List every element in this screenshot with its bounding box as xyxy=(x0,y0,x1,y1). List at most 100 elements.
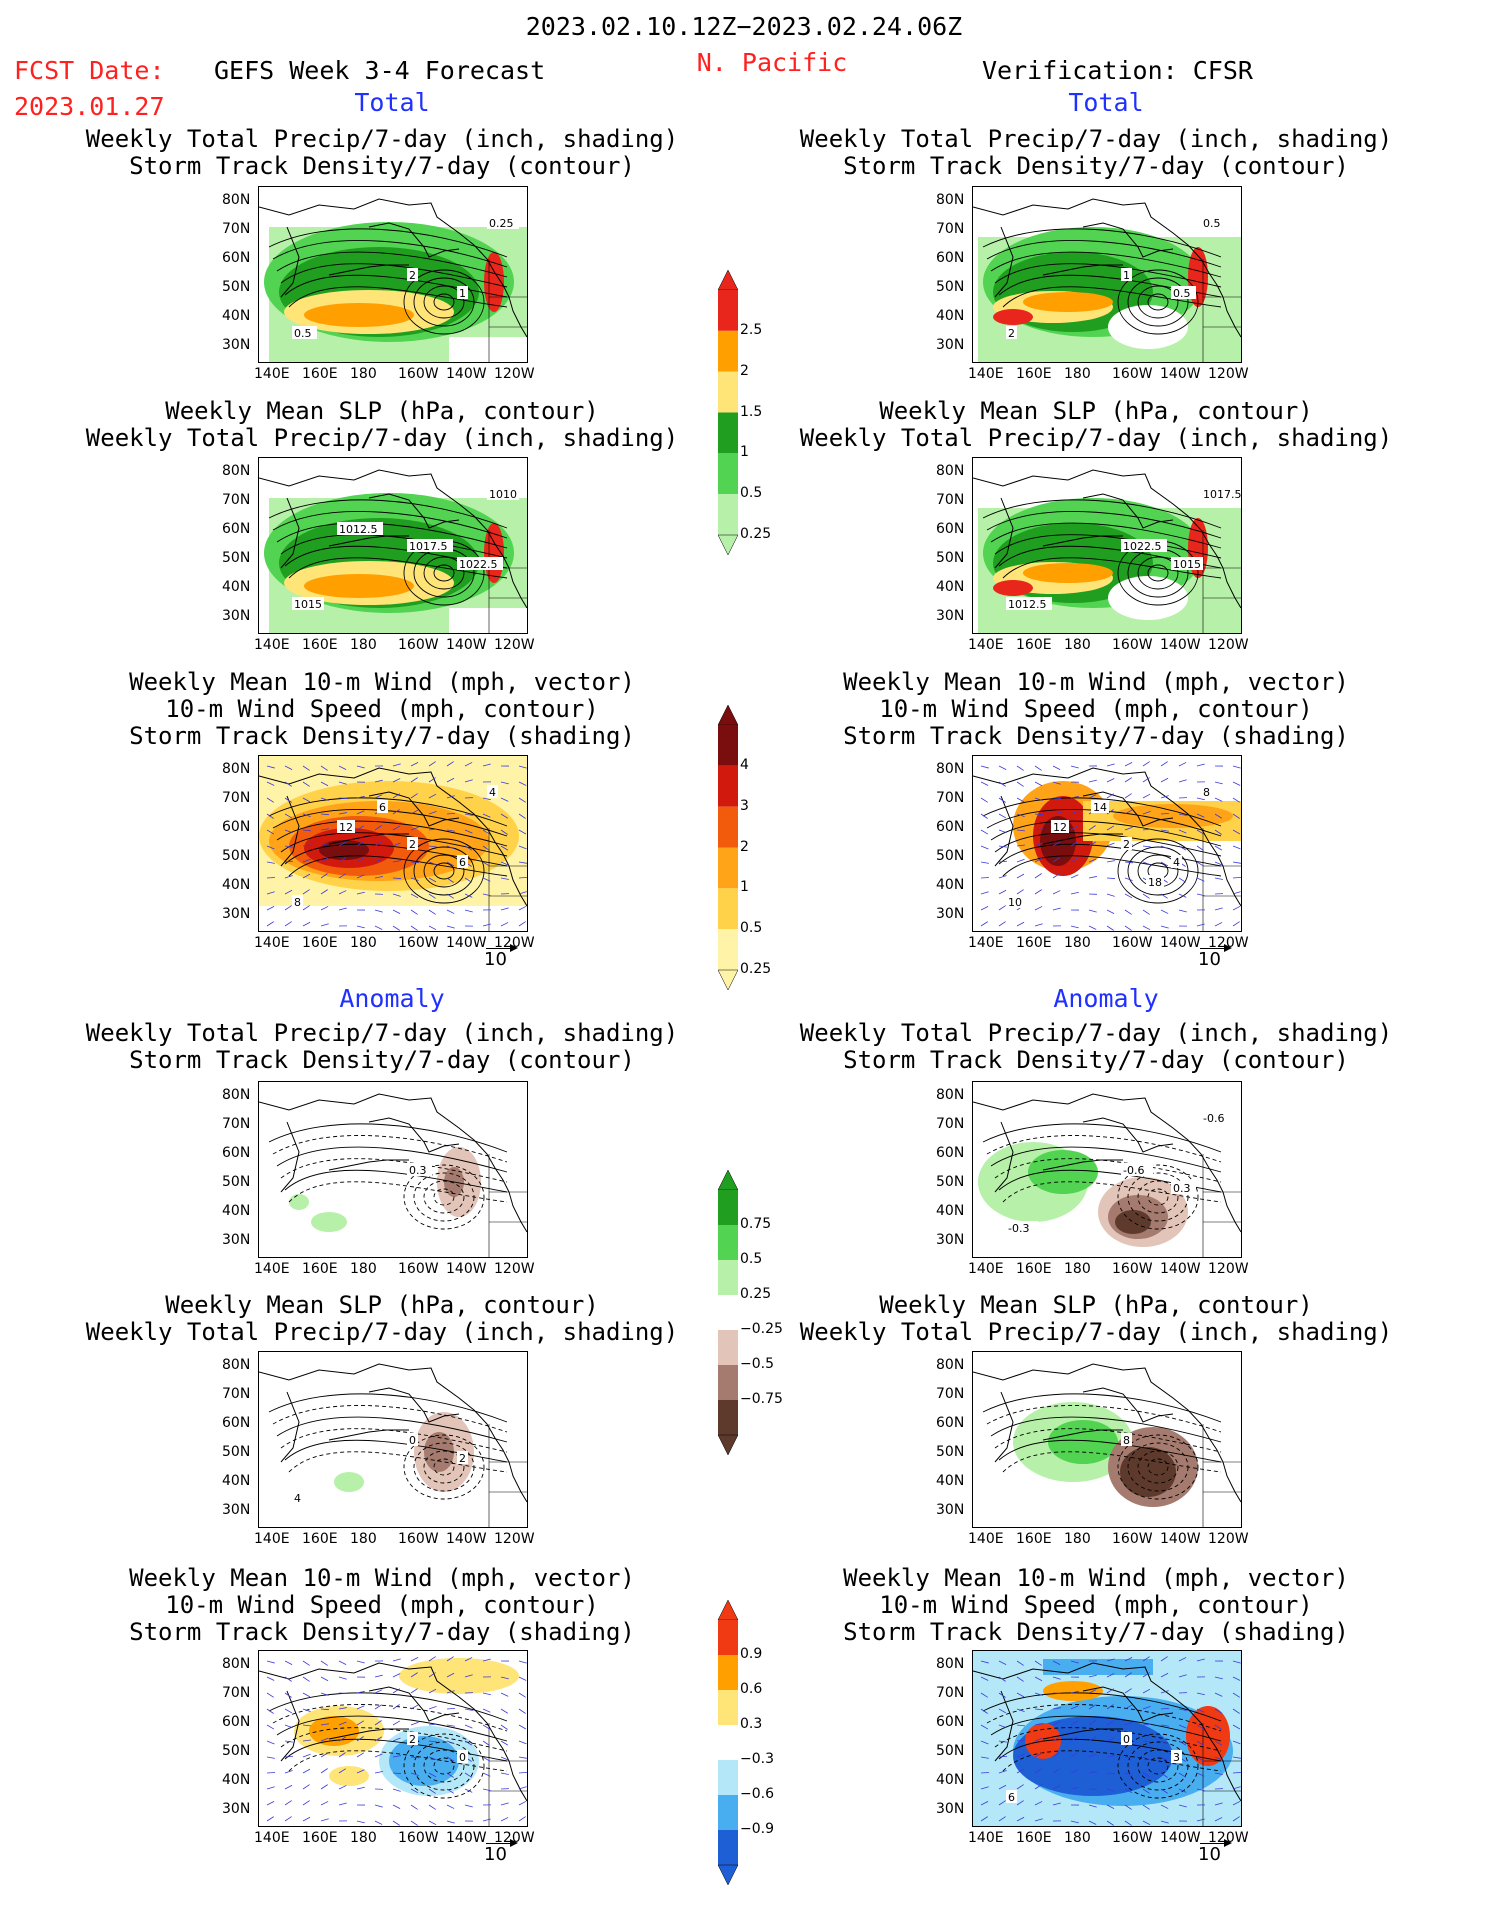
contour-label: 1017.5 xyxy=(409,540,448,553)
colorbar-segment xyxy=(718,1365,738,1400)
lat-tick-label: 60N xyxy=(222,1415,251,1431)
lon-tick-label: 180 xyxy=(350,637,377,653)
lat-tick-label: 40N xyxy=(222,1772,251,1788)
contour-label-bg xyxy=(457,1451,468,1464)
colorbar-bottom-triangle xyxy=(717,969,739,991)
colorbar-segment xyxy=(718,453,738,495)
lat-tick-label: 40N xyxy=(936,579,965,595)
coastline xyxy=(259,198,527,362)
lat-tick-label: 80N xyxy=(936,1656,965,1672)
coastline xyxy=(973,469,1241,633)
storm-shading xyxy=(319,840,369,860)
contour-label: 2 xyxy=(409,269,416,282)
precip-anomaly xyxy=(1028,1150,1098,1194)
fcst-date-value: 2023.01.27 xyxy=(14,92,165,121)
lon-tick-label: 120W xyxy=(494,1830,535,1846)
contour-label: 1 xyxy=(459,287,466,300)
lat-tick-label: 50N xyxy=(936,1743,965,1759)
lon-tick-label: 140E xyxy=(968,366,1004,382)
lon-tick-label: 140E xyxy=(968,637,1004,653)
contour-label-bg xyxy=(487,487,519,500)
lon-tick-label: 180 xyxy=(1064,1531,1091,1547)
section-total-left: Total xyxy=(354,88,430,117)
contour-label-bg xyxy=(1006,1221,1038,1234)
lat-tick-label: 30N xyxy=(936,608,965,624)
contour-label: 8 xyxy=(1123,1434,1130,1447)
lat-tick-label: 60N xyxy=(936,1145,965,1161)
colorbar-label: 0.25 xyxy=(740,526,772,542)
colorbar-label: 0.5 xyxy=(740,485,763,502)
colorbar-segment xyxy=(718,1260,738,1295)
colorbar-label: −0.5 xyxy=(740,1356,774,1372)
arrow-icon xyxy=(1200,944,1232,952)
lat-tick-label: 30N xyxy=(222,1232,251,1248)
lon-tick-label: 140E xyxy=(968,1531,1004,1547)
precip-shading xyxy=(449,608,527,633)
arrow-icon xyxy=(486,1839,518,1847)
colorbar-segment xyxy=(718,888,738,930)
lat-tick-label: 70N xyxy=(222,1685,251,1701)
panel-title-line: Weekly Mean 10-m Wind (mph, vector) xyxy=(129,1564,635,1592)
lat-tick-label: 80N xyxy=(222,192,251,208)
lon-tick-label: 180 xyxy=(1064,1830,1091,1846)
contour-label: 2 xyxy=(459,1452,466,1465)
contour-label-bg xyxy=(487,216,519,229)
lon-tick-label: 180 xyxy=(1064,637,1091,653)
panel-title-line: Storm Track Density/7-day (shading) xyxy=(129,722,635,750)
lat-tick-label: 50N xyxy=(222,848,251,864)
storm-anomaly xyxy=(1043,1659,1153,1675)
panel-title-line: Storm Track Density/7-day (shading) xyxy=(843,722,1349,750)
contour-label-bg xyxy=(1006,1790,1017,1803)
lat-tick-label: 50N xyxy=(936,550,965,566)
panel-title-line: Weekly Mean 10-m Wind (mph, vector) xyxy=(129,668,635,696)
lat-tick-label: 40N xyxy=(936,1772,965,1788)
contour-label-bg xyxy=(1146,875,1164,888)
contour-label: 6 xyxy=(379,801,386,814)
precip-anomaly xyxy=(1120,1447,1176,1497)
lat-tick-label: 60N xyxy=(936,819,965,835)
panel-title-line: Storm Track Density/7-day (contour) xyxy=(129,1046,635,1074)
lat-tick-label: 50N xyxy=(222,550,251,566)
colorbar-storm-total: 4 3 2 1 0.5 0.25 xyxy=(717,704,798,991)
contour-label-bg xyxy=(292,1491,303,1504)
lon-tick-label: 160E xyxy=(302,1531,338,1547)
colorbar-label: 0.5 xyxy=(740,1251,763,1267)
contour-label: 2 xyxy=(1123,838,1130,851)
wind-vectors xyxy=(980,1656,1241,1826)
lat-tick-label: 60N xyxy=(222,1714,251,1730)
contour-label-bg xyxy=(1006,895,1024,908)
panel-title-line: 10-m Wind Speed (mph, contour) xyxy=(879,695,1313,723)
contour-label-bg xyxy=(457,855,468,868)
lat-tick-label: 50N xyxy=(936,1444,965,1460)
panel-title-line: Weekly Total Precip/7-day (inch, shading… xyxy=(85,125,679,153)
lat-tick-label: 70N xyxy=(222,790,251,806)
lon-tick-label: 140W xyxy=(446,1531,487,1547)
contour-label: 2 xyxy=(409,838,416,851)
contour-label-bg xyxy=(1171,286,1196,299)
lat-tick-label: 30N xyxy=(222,1502,251,1518)
lon-tick-label: 140W xyxy=(446,935,487,951)
coastline xyxy=(973,198,1241,362)
panel-title-line: Storm Track Density/7-day (contour) xyxy=(129,152,635,180)
colorbar-label: 2.5 xyxy=(740,321,763,338)
lat-tick-label: 30N xyxy=(936,1801,965,1817)
contour-lines xyxy=(268,1123,508,1230)
storm-anomaly xyxy=(329,1766,369,1786)
lat-tick-label: 60N xyxy=(936,250,965,266)
precip-anomaly xyxy=(311,1212,347,1232)
vector-reference-arrow: 10 xyxy=(484,1839,518,1865)
lon-tick-label: 140E xyxy=(968,1830,1004,1846)
region-title: N. Pacific xyxy=(696,48,848,77)
contour-label: 1 xyxy=(1123,269,1130,282)
contour-label-bg xyxy=(1006,597,1052,610)
contour-lines xyxy=(982,1123,1222,1230)
colorbar-label: 0.25 xyxy=(740,961,772,977)
colorbar-label: 0.25 xyxy=(740,1286,772,1302)
lon-tick-label: 160W xyxy=(1112,637,1153,653)
coastline xyxy=(973,1662,1241,1826)
contour-label: 10 xyxy=(1008,896,1022,909)
colorbar-bottom-triangle xyxy=(717,1434,739,1456)
lat-tick-label: 80N xyxy=(222,1357,251,1373)
vector-reference-label: 10 xyxy=(1198,949,1221,970)
colorbar-precip-anom: 0.75 0.5 0.25 −0.25 −0.5 −0.75 xyxy=(717,1169,798,1456)
